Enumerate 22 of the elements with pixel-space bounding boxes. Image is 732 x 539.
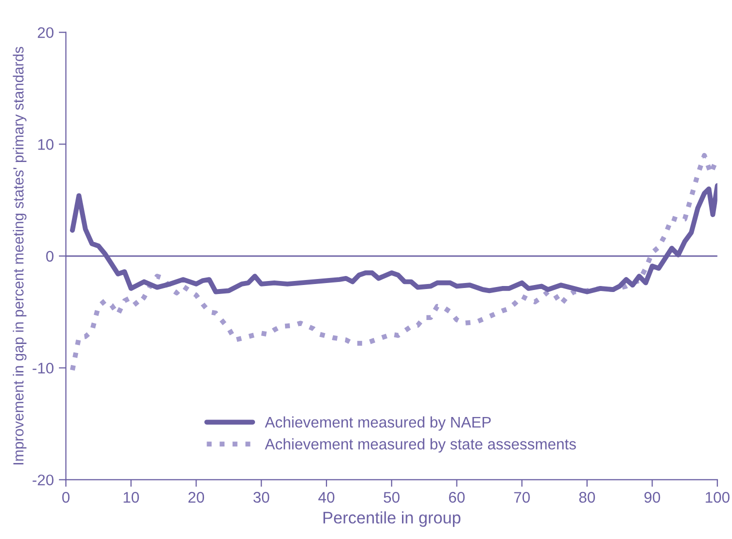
x-tick-label: 30 [253,492,270,503]
x-tick-label: 60 [449,492,465,503]
x-tick-label: 40 [318,492,334,503]
x-axis-title: Percentile in group [324,511,460,527]
line-series [70,152,718,373]
legend-label: Achievement measured by state assessments [264,438,576,453]
x-tick-label: 10 [124,492,139,503]
y-tick-label: 10 [38,139,54,150]
line-series [70,183,718,294]
y-tick-label: 20 [38,27,54,38]
x-tick-label: 20 [188,492,204,503]
y-axis-title: Improvement in gap in percent meeting states' primary standards [12,46,26,464]
x-tick-label: 100 [706,492,730,503]
y-tick-label: 0 [46,250,54,262]
y-tick-label: -20 [32,474,54,486]
x-tick-label: 0 [62,492,70,503]
x-tick-label: 70 [514,492,530,503]
x-tick-label: 90 [644,492,660,503]
x-tick-label: 50 [384,492,400,503]
x-tick-label: 80 [579,492,595,503]
legend-label: Achievement measured by NAEP [264,416,491,431]
y-tick-label: -10 [32,362,54,374]
